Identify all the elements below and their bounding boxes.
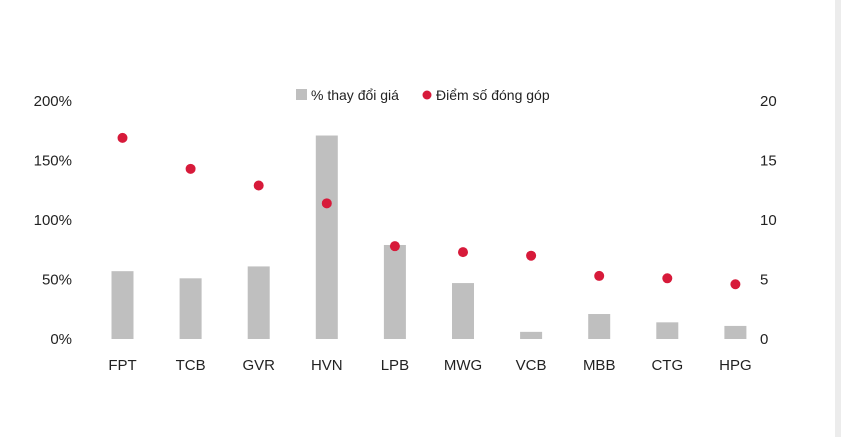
legend-swatch-dot xyxy=(422,90,432,100)
right-tick-label: 10 xyxy=(760,212,777,229)
left-tick-label: 150% xyxy=(34,153,72,170)
left-tick-label: 50% xyxy=(42,272,72,289)
x-tick-label: VCB xyxy=(516,357,547,374)
page-edge xyxy=(835,0,841,437)
dot-fpt xyxy=(117,132,128,143)
legend-swatch-bar xyxy=(296,89,307,100)
x-tick-label: MWG xyxy=(444,357,482,374)
dot-gvr xyxy=(253,180,264,191)
legend-label-dot: Điểm số đóng góp xyxy=(436,87,550,103)
x-tick-label: LPB xyxy=(381,357,409,374)
x-tick-label: HVN xyxy=(311,357,343,374)
dot-hvn xyxy=(321,198,332,209)
bar-tcb xyxy=(179,278,202,339)
x-tick-label: TCB xyxy=(176,357,206,374)
left-tick-label: 100% xyxy=(34,212,72,229)
right-tick-label: 15 xyxy=(760,153,777,170)
bar-ctg xyxy=(656,322,679,339)
dot-hpg xyxy=(730,279,741,290)
legend-label-bar: % thay đổi giá xyxy=(311,87,399,103)
right-tick-label: 20 xyxy=(760,93,777,110)
left-tick-label: 0% xyxy=(50,331,72,348)
right-tick-label: 0 xyxy=(760,331,768,348)
x-tick-label: GVR xyxy=(242,357,275,374)
dot-mbb xyxy=(594,270,605,281)
x-tick-label: HPG xyxy=(719,357,752,374)
bar-hvn xyxy=(315,135,338,339)
left-tick-label: 200% xyxy=(34,93,72,110)
bar-series xyxy=(111,135,747,339)
bar-vcb xyxy=(520,331,543,339)
x-tick-label: MBB xyxy=(583,357,616,374)
dot-vcb xyxy=(526,250,537,261)
dot-ctg xyxy=(662,273,673,284)
bar-hpg xyxy=(724,325,747,339)
x-axis: FPT TCB GVR HVN LPB MWG VCB MBB CTG HPG xyxy=(108,357,751,374)
dot-tcb xyxy=(185,163,196,174)
dot-series xyxy=(117,132,741,290)
legend: % thay đổi giá Điểm số đóng góp xyxy=(296,87,550,103)
right-axis: 0 5 10 15 20 xyxy=(760,93,777,348)
left-axis: 0% 50% 100% 150% 200% xyxy=(34,93,72,348)
dot-mwg xyxy=(458,247,468,258)
bar-lpb xyxy=(383,244,406,339)
bar-fpt xyxy=(111,271,134,339)
x-tick-label: CTG xyxy=(651,357,683,374)
bar-gvr xyxy=(247,266,270,339)
bar-mwg xyxy=(452,283,474,339)
bar-mbb xyxy=(588,314,611,339)
right-tick-label: 5 xyxy=(760,272,768,289)
x-tick-label: FPT xyxy=(108,357,136,374)
dot-lpb xyxy=(389,241,400,252)
